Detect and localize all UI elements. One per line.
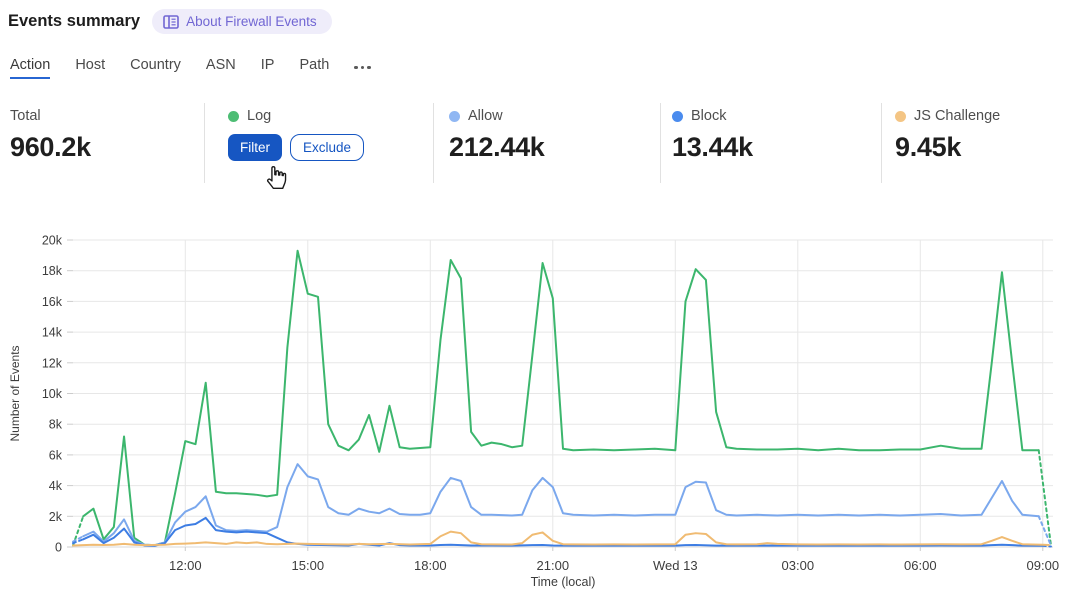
svg-text:12:00: 12:00: [169, 558, 202, 573]
legend-dot-log: [228, 110, 239, 122]
divider: [204, 103, 205, 183]
svg-text:Number of Events: Number of Events: [8, 345, 22, 441]
stat-value-block: 13.44k: [672, 132, 753, 162]
tab-ip[interactable]: IP: [261, 57, 275, 79]
legend-dot-js-challenge: [895, 110, 906, 122]
dimension-tabs: Action Host Country ASN IP Path: [10, 57, 371, 79]
divider: [433, 103, 434, 183]
svg-text:0: 0: [55, 541, 62, 555]
stat-label-allow: Allow: [468, 108, 503, 124]
book-icon: [163, 14, 179, 29]
exclude-button[interactable]: Exclude: [290, 134, 365, 161]
svg-text:18k: 18k: [42, 264, 63, 278]
svg-text:10k: 10k: [42, 387, 63, 401]
svg-text:16k: 16k: [42, 295, 63, 309]
svg-text:06:00: 06:00: [904, 558, 937, 573]
divider: [660, 103, 661, 183]
tab-host[interactable]: Host: [75, 57, 105, 79]
about-firewall-events-badge[interactable]: About Firewall Events: [152, 9, 332, 34]
stat-label-js-challenge: JS Challenge: [914, 108, 1001, 124]
stat-card-total: Total 960.2k: [10, 107, 91, 163]
divider: [881, 103, 882, 183]
badge-label: About Firewall Events: [186, 14, 317, 29]
svg-text:6k: 6k: [49, 448, 63, 462]
stat-label-total: Total: [10, 108, 41, 124]
more-tabs-button[interactable]: [354, 65, 371, 80]
filter-button[interactable]: Filter: [228, 134, 282, 161]
stat-label-block: Block: [691, 108, 727, 124]
tab-action[interactable]: Action: [10, 57, 51, 79]
ellipsis-icon: [354, 65, 358, 69]
legend-dot-block: [672, 110, 683, 122]
svg-text:8k: 8k: [49, 418, 63, 432]
svg-text:18:00: 18:00: [414, 558, 447, 573]
svg-text:09:00: 09:00: [1027, 558, 1060, 573]
legend-dot-allow: [449, 110, 460, 122]
svg-text:Wed 13: Wed 13: [653, 558, 698, 573]
hand-pointer-cursor: [267, 165, 287, 189]
stat-value-allow: 212.44k: [449, 132, 545, 162]
events-time-series-chart[interactable]: 0 2k 4k 6k 8k 10k 12k 14k 16k 18k 20k 12:00 15:00 18:…: [0, 228, 1068, 598]
svg-text:2k: 2k: [49, 510, 63, 524]
svg-text:03:00: 03:00: [782, 558, 815, 573]
stat-value-total: 960.2k: [10, 132, 91, 162]
svg-text:20k: 20k: [42, 234, 63, 248]
svg-text:Time (local): Time (local): [531, 575, 596, 589]
tab-path[interactable]: Path: [299, 57, 329, 79]
tab-country[interactable]: Country: [130, 57, 181, 79]
stat-card-block: Block 13.44k: [672, 107, 753, 163]
stat-card-allow: Allow 212.44k: [449, 107, 545, 163]
svg-text:21:00: 21:00: [537, 558, 570, 573]
stat-label-log: Log: [247, 108, 272, 124]
svg-text:15:00: 15:00: [292, 558, 325, 573]
tab-asn[interactable]: ASN: [206, 57, 236, 79]
stat-card-js-challenge: JS Challenge 9.45k: [895, 107, 1000, 163]
svg-text:14k: 14k: [42, 326, 63, 340]
svg-text:4k: 4k: [49, 479, 63, 493]
stat-card-log: Log Filter Exclude: [228, 107, 365, 161]
page-title: Events summary: [8, 12, 141, 30]
svg-text:12k: 12k: [42, 356, 63, 370]
header: Events summary About Firewall Events: [8, 9, 332, 34]
stat-value-js-challenge: 9.45k: [895, 132, 962, 162]
